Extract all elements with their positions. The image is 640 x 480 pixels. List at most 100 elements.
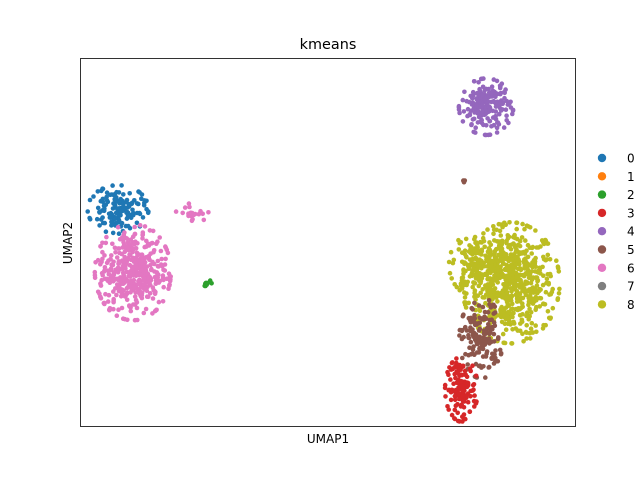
point-cluster-4 [494,130,500,135]
point-cluster-4 [482,88,488,93]
point-cluster-3 [471,387,476,393]
point-cluster-3 [472,393,477,398]
legend-label-2: 2 [627,188,635,202]
point-cluster-8 [524,280,530,285]
point-cluster-8 [527,225,533,230]
point-cluster-5 [495,359,501,364]
point-cluster-8 [522,251,528,256]
point-cluster-4 [479,76,485,82]
point-cluster-8 [550,305,556,311]
point-cluster-8 [524,323,529,328]
point-cluster-0 [134,220,140,226]
point-cluster-8 [462,290,467,295]
point-cluster-0 [118,196,123,202]
point-cluster-8 [503,222,509,228]
point-cluster-6 [156,299,162,305]
point-cluster-8 [487,289,492,294]
point-cluster-8 [459,259,465,265]
point-cluster-8 [470,284,476,290]
point-cluster-8 [491,231,496,237]
point-cluster-4 [471,79,477,84]
point-cluster-8 [482,244,488,250]
point-cluster-8 [526,302,531,308]
point-cluster-8 [462,295,468,300]
point-cluster-8 [446,259,452,265]
point-cluster-8 [516,257,521,263]
point-cluster-3 [463,416,468,422]
point-cluster-8 [502,321,508,327]
point-cluster-8 [472,281,478,286]
point-cluster-4 [510,108,516,113]
point-cluster-6 [144,244,149,249]
point-cluster-0 [97,209,102,215]
point-cluster-8 [532,290,538,295]
point-cluster-8 [500,257,506,262]
point-cluster-8 [501,260,506,266]
point-cluster-8 [524,330,529,336]
point-cluster-8 [554,258,559,264]
point-cluster-6 [135,317,140,323]
point-cluster-0 [132,198,137,203]
point-cluster-0 [141,203,147,208]
point-cluster-8 [519,251,524,256]
point-cluster-8 [556,291,562,296]
point-cluster-0 [116,231,122,236]
point-cluster-3 [459,372,464,378]
point-cluster-8 [522,257,527,262]
point-cluster-6 [150,296,156,301]
point-cluster-4 [456,103,462,109]
point-cluster-0 [109,219,114,225]
point-cluster-8 [514,220,520,226]
point-cluster-3 [446,372,451,378]
point-cluster-8 [528,290,534,295]
point-cluster-4 [493,113,498,119]
point-cluster-5 [472,300,477,306]
point-cluster-6 [140,236,145,241]
point-cluster-8 [483,300,488,306]
point-cluster-8 [485,258,490,264]
point-cluster-5 [480,316,485,322]
point-cluster-8 [529,320,535,326]
point-cluster-8 [528,280,534,286]
point-cluster-6 [141,310,147,316]
point-cluster-0 [87,197,93,203]
point-cluster-6 [143,306,149,312]
point-cluster-8 [519,295,525,301]
point-cluster-8 [498,222,504,227]
point-cluster-6 [127,262,133,268]
point-cluster-5 [489,355,494,361]
point-cluster-6 [130,249,135,255]
point-cluster-3 [471,398,477,404]
point-cluster-8 [522,226,527,232]
point-cluster-5 [461,334,467,340]
point-cluster-8 [490,276,496,282]
point-cluster-8 [546,280,551,286]
point-cluster-4 [483,132,489,138]
point-cluster-8 [503,253,508,258]
point-cluster-4 [461,109,467,114]
point-cluster-8 [520,272,525,278]
point-cluster-0 [123,223,129,229]
point-cluster-6 [111,298,116,304]
point-cluster-8 [507,220,512,225]
point-cluster-8 [476,264,481,269]
point-cluster-5 [483,340,489,346]
point-cluster-0 [114,189,119,195]
point-cluster-5 [491,361,497,366]
point-cluster-6 [125,240,131,245]
point-cluster-8 [541,301,546,307]
point-cluster-6 [106,292,112,298]
point-cluster-6 [102,301,107,307]
point-cluster-8 [534,298,539,303]
point-cluster-6 [163,256,168,262]
point-cluster-6 [143,267,149,273]
point-cluster-0 [91,194,96,199]
point-cluster-8 [456,237,461,243]
point-cluster-6 [143,254,149,260]
point-cluster-0 [87,217,93,222]
point-cluster-5 [473,320,478,326]
point-cluster-4 [508,99,513,105]
point-cluster-8 [507,270,512,275]
point-cluster-0 [139,192,145,197]
point-cluster-5 [464,328,470,333]
